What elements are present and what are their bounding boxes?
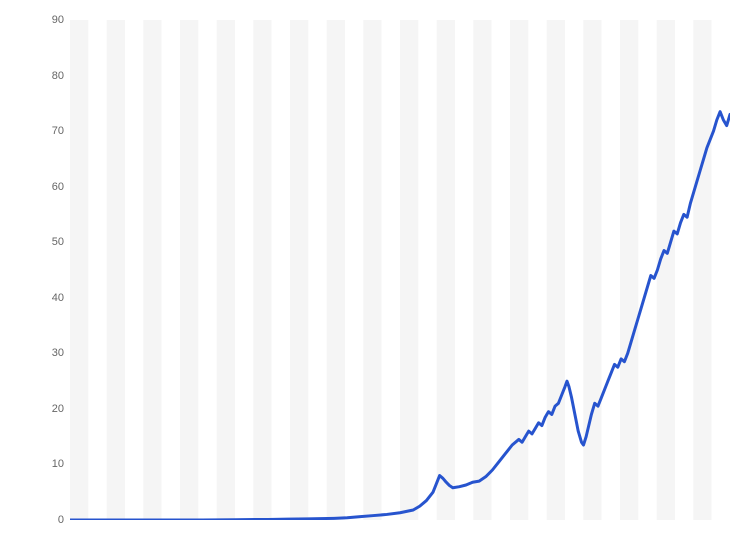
chart-container: Mining difficulty in terahash (T) 010203… xyxy=(0,0,754,560)
y-tick-label: 10 xyxy=(34,458,64,470)
y-tick-label: 50 xyxy=(34,236,64,248)
y-tick-label: 80 xyxy=(34,70,64,82)
y-tick-label: 70 xyxy=(34,125,64,137)
y-tick-label: 0 xyxy=(34,514,64,526)
plot-area xyxy=(70,20,730,520)
y-tick-label: 20 xyxy=(34,403,64,415)
y-tick-label: 60 xyxy=(34,181,64,193)
y-tick-label: 30 xyxy=(34,347,64,359)
y-tick-label: 40 xyxy=(34,292,64,304)
y-tick-label: 90 xyxy=(34,14,64,26)
